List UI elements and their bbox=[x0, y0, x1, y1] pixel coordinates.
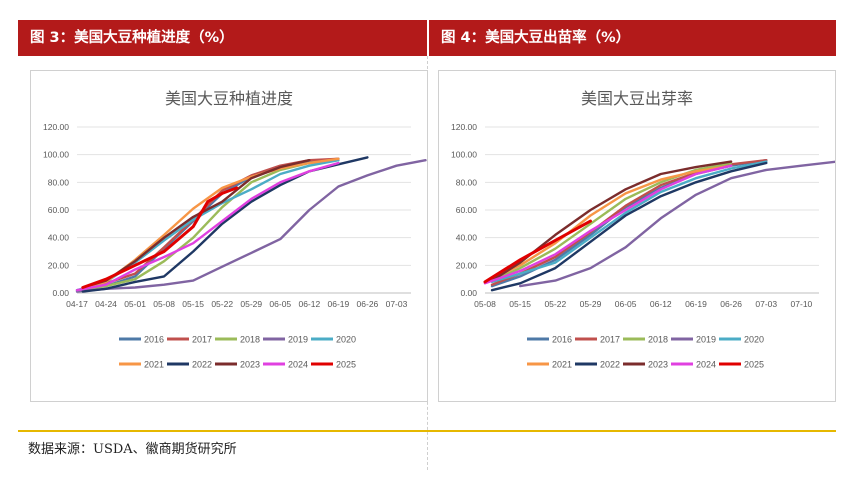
y-tick-label: 80.00 bbox=[456, 177, 478, 187]
legend-label-2023: 2023 bbox=[240, 360, 260, 370]
series-line-2024 bbox=[483, 164, 733, 285]
legend-label-2018: 2018 bbox=[648, 335, 668, 345]
series-line-2022 bbox=[490, 161, 768, 292]
series-line-2024 bbox=[75, 161, 340, 292]
report-frame: 图 3：美国大豆种植进度（%） 图 4：美国大豆出苗率（%） 美国大豆种植进度 0… bbox=[18, 20, 836, 470]
legend-label-2021: 2021 bbox=[552, 360, 572, 370]
x-tick-label: 06-05 bbox=[615, 299, 637, 309]
x-tick-label: 06-26 bbox=[720, 299, 742, 309]
series-line-2020 bbox=[75, 158, 340, 292]
legend-label-2020: 2020 bbox=[336, 335, 356, 345]
legend-label-2025: 2025 bbox=[336, 360, 356, 370]
series-line-2019 bbox=[75, 158, 427, 293]
legend-label-2016: 2016 bbox=[552, 335, 572, 345]
x-tick-label: 06-26 bbox=[357, 299, 379, 309]
left-panel-header: 图 3：美国大豆种植进度（%） bbox=[18, 20, 427, 56]
x-tick-label: 06-12 bbox=[650, 299, 672, 309]
data-source: 数据来源：USDA、徽商期货研究所 bbox=[28, 442, 237, 457]
legend-label-2017: 2017 bbox=[192, 335, 212, 345]
y-tick-label: 100.00 bbox=[451, 150, 477, 160]
legend-label-2018: 2018 bbox=[240, 335, 260, 345]
legend-label-2023: 2023 bbox=[648, 360, 668, 370]
y-tick-label: 120.00 bbox=[451, 122, 477, 132]
x-tick-label: 07-10 bbox=[791, 299, 813, 309]
x-tick-label: 07-03 bbox=[386, 299, 408, 309]
emergence-rate-svg: 美国大豆出芽率 0.00 20.00 40.00 60.00 80.00 100.00 120… bbox=[451, 89, 835, 370]
x-tick-label: 05-15 bbox=[509, 299, 531, 309]
legend-label-2020: 2020 bbox=[744, 335, 764, 345]
right-panel-header: 图 4：美国大豆出苗率（%） bbox=[429, 20, 836, 56]
x-tick-label: 05-01 bbox=[124, 299, 146, 309]
series-line-2018 bbox=[75, 158, 340, 292]
legend-label-2017: 2017 bbox=[600, 335, 620, 345]
legend-label-2022: 2022 bbox=[192, 360, 212, 370]
y-tick-label: 0.00 bbox=[460, 288, 477, 298]
chart-title: 美国大豆出芽率 bbox=[581, 89, 693, 108]
y-tick-label: 20.00 bbox=[456, 260, 478, 270]
x-tick-label: 05-22 bbox=[211, 299, 233, 309]
y-tick-label: 120.00 bbox=[43, 122, 69, 132]
legend-label-2024: 2024 bbox=[288, 360, 308, 370]
y-tick-label: 40.00 bbox=[456, 233, 478, 243]
series-line-2019 bbox=[518, 160, 835, 288]
y-tick-label: 0.00 bbox=[52, 288, 69, 298]
x-tick-label: 05-08 bbox=[153, 299, 175, 309]
header-divider bbox=[427, 20, 429, 56]
x-tick-label: 06-19 bbox=[328, 299, 350, 309]
series-line-2025 bbox=[483, 219, 592, 284]
x-tick-label: 04-24 bbox=[95, 299, 117, 309]
chart-title: 美国大豆种植进度 bbox=[165, 89, 293, 108]
planting-progress-svg: 美国大豆种植进度 0.00 20.00 40.00 60.00 80.00 100.00 12… bbox=[43, 89, 427, 370]
x-tick-label: 05-29 bbox=[580, 299, 602, 309]
x-tick-label: 07-03 bbox=[755, 299, 777, 309]
x-tick-label: 05-22 bbox=[544, 299, 566, 309]
y-tick-label: 100.00 bbox=[43, 150, 69, 160]
legend-label-2021: 2021 bbox=[144, 360, 164, 370]
y-tick-label: 80.00 bbox=[48, 177, 70, 187]
legend-label-2024: 2024 bbox=[696, 360, 716, 370]
series-line-2020 bbox=[490, 160, 768, 284]
x-tick-label: 05-15 bbox=[182, 299, 204, 309]
series-line-2021 bbox=[483, 164, 733, 284]
legend-label-2022: 2022 bbox=[600, 360, 620, 370]
y-tick-label: 60.00 bbox=[456, 205, 478, 215]
legend-label-2025: 2025 bbox=[744, 360, 764, 370]
y-tick-label: 60.00 bbox=[48, 205, 70, 215]
legend-label-2016: 2016 bbox=[144, 335, 164, 345]
emergence-rate-chart: 美国大豆出芽率 0.00 20.00 40.00 60.00 80.00 100.00 120… bbox=[438, 70, 836, 402]
legend-label-2019: 2019 bbox=[288, 335, 308, 345]
x-tick-label: 06-05 bbox=[269, 299, 291, 309]
planting-progress-chart: 美国大豆种植进度 0.00 20.00 40.00 60.00 80.00 100.00 12… bbox=[30, 70, 428, 402]
y-tick-label: 40.00 bbox=[48, 233, 70, 243]
legend-label-2019: 2019 bbox=[696, 335, 716, 345]
x-tick-label: 06-19 bbox=[685, 299, 707, 309]
x-tick-label: 06-12 bbox=[298, 299, 320, 309]
x-tick-label: 05-29 bbox=[240, 299, 262, 309]
footer-rule bbox=[18, 430, 836, 432]
series-line-2025 bbox=[81, 186, 239, 289]
y-tick-label: 20.00 bbox=[48, 260, 70, 270]
x-tick-label: 05-08 bbox=[474, 299, 496, 309]
x-tick-label: 04-17 bbox=[66, 299, 88, 309]
